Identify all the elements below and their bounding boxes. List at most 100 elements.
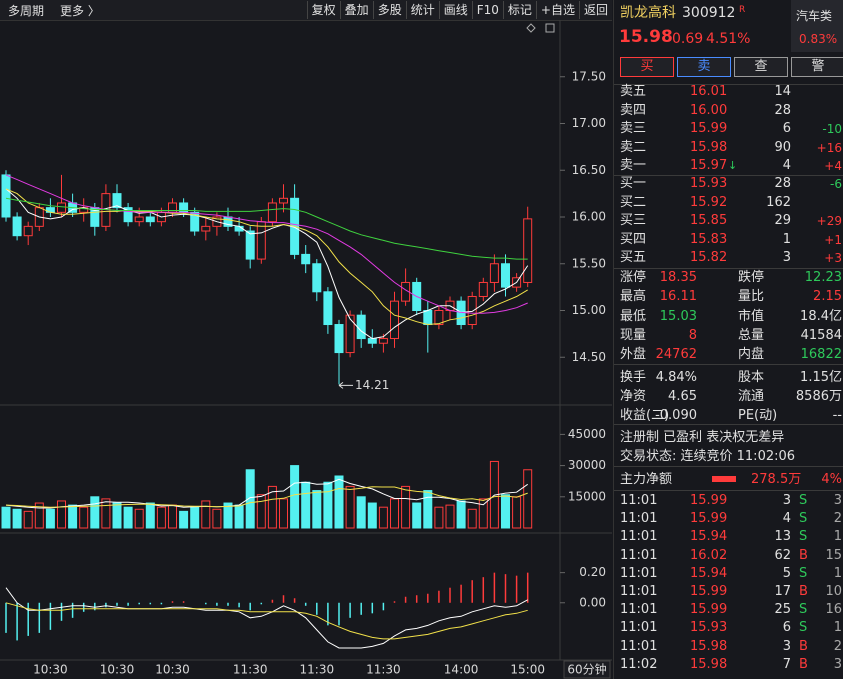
toolbar-button[interactable]: 返回 bbox=[578, 1, 612, 19]
sector-name[interactable]: 汽车类 bbox=[796, 9, 833, 23]
book-price: 15.92 bbox=[690, 194, 728, 210]
x-tick-label: 10:30 bbox=[33, 663, 68, 677]
book-label: 买二 bbox=[620, 194, 647, 210]
volume-bar bbox=[434, 506, 444, 529]
trade-count: 1 bbox=[833, 620, 842, 636]
action-button[interactable]: 警 bbox=[791, 57, 843, 77]
toolbar-button[interactable]: 标记 bbox=[502, 1, 536, 19]
sector-box[interactable] bbox=[791, 0, 843, 52]
book-label: 卖五 bbox=[620, 84, 647, 99]
x-tick-label: 10:30 bbox=[100, 663, 135, 677]
volume-bar bbox=[456, 500, 466, 529]
candle-body bbox=[434, 310, 444, 326]
x-tick-label: 11:30 bbox=[300, 663, 335, 677]
candle-body bbox=[112, 193, 122, 209]
icon[interactable] bbox=[545, 23, 555, 33]
stat-value: 41584 bbox=[800, 327, 842, 343]
book-volume: 3 bbox=[782, 250, 791, 265]
toolbar-item[interactable]: 更多 〉 bbox=[60, 3, 100, 18]
trade-side: S bbox=[799, 529, 808, 545]
indicator-line bbox=[5, 174, 528, 314]
x-tick-label: 14:00 bbox=[444, 663, 479, 677]
stat-label: 最低 bbox=[620, 308, 647, 324]
trade-volume: 5 bbox=[782, 565, 791, 581]
volume-bar bbox=[356, 496, 366, 529]
book-price: 15.83 bbox=[690, 231, 728, 247]
trade-price: 15.98 bbox=[690, 638, 728, 654]
book-volume: 28 bbox=[774, 102, 791, 118]
candle-body bbox=[256, 221, 266, 260]
x-tick-label: 15:00 bbox=[510, 663, 545, 677]
stat-label: 最高 bbox=[620, 289, 647, 305]
stat-value: 15.03 bbox=[659, 308, 697, 324]
action-button[interactable]: 查 bbox=[734, 57, 788, 77]
volume-bar bbox=[190, 506, 200, 529]
action-button[interactable]: 卖 bbox=[677, 57, 731, 77]
y-tick-label: 16.00 bbox=[572, 210, 606, 224]
book-label: 卖四 bbox=[620, 102, 647, 118]
volume-bar bbox=[57, 500, 66, 529]
stat-value: 2.15 bbox=[813, 289, 842, 305]
toolbar-button[interactable]: 复权 bbox=[306, 1, 340, 19]
volume-bar bbox=[12, 508, 22, 529]
indicator-line bbox=[5, 486, 528, 508]
stat-value: 12.23 bbox=[804, 270, 842, 285]
chart: 60分钟 17.50 17.00 16.50 16.00 15.50 15.00 14.50… bbox=[0, 20, 612, 679]
toolbar-button[interactable]: F10 bbox=[471, 1, 503, 19]
x-tick-label: 10:30 bbox=[155, 663, 190, 677]
period-box[interactable] bbox=[563, 660, 611, 679]
toolbar-item[interactable]: 多周期 bbox=[8, 3, 45, 18]
candle-body bbox=[201, 225, 211, 232]
candle-body bbox=[378, 338, 388, 344]
stat-label: 跌停 bbox=[738, 270, 765, 285]
toolbar-button[interactable]: 多股 bbox=[372, 1, 406, 19]
toolbar-button[interactable]: 叠加 bbox=[339, 1, 373, 19]
candle-body bbox=[23, 225, 33, 237]
stat-label: 总量 bbox=[738, 327, 765, 343]
indicator-line bbox=[5, 197, 528, 260]
volume-bar bbox=[34, 502, 44, 529]
candle-body bbox=[345, 314, 355, 354]
toolbar-button[interactable]: +自选 bbox=[535, 1, 579, 19]
book-price: 15.85 bbox=[690, 213, 728, 228]
book-price: 15.82 bbox=[690, 250, 728, 265]
trade-volume: 17 bbox=[774, 584, 791, 599]
candle-body bbox=[478, 281, 488, 297]
stat-label: 量比 bbox=[738, 289, 765, 305]
sector-pct: 0.83% bbox=[799, 32, 838, 46]
icon[interactable] bbox=[526, 23, 536, 33]
toolbar-button[interactable]: 统计 bbox=[405, 1, 439, 19]
book-price: 16.01 bbox=[690, 84, 728, 99]
trade-price: 15.99 bbox=[690, 584, 728, 599]
trade-volume: 4 bbox=[782, 511, 791, 527]
stat-value: 16.11 bbox=[659, 289, 697, 305]
volume-bar bbox=[301, 481, 311, 529]
trade-side: B bbox=[799, 584, 808, 599]
candle-body bbox=[356, 314, 366, 340]
trade-count: 3 bbox=[833, 493, 842, 508]
trade-price: 15.99 bbox=[690, 602, 728, 618]
trade-time: 11:01 bbox=[620, 620, 658, 636]
volume-bar bbox=[267, 485, 277, 529]
candle-body bbox=[1, 174, 11, 218]
volume-bar bbox=[1, 506, 11, 529]
trade-time: 11:02 bbox=[620, 656, 658, 672]
volume-bar bbox=[123, 506, 133, 529]
price-change-pct: 4.51% bbox=[706, 31, 751, 47]
volume-bar bbox=[478, 498, 488, 529]
trade-price: 16.02 bbox=[690, 547, 728, 563]
volume-bar bbox=[523, 469, 533, 529]
volume-bar bbox=[45, 508, 55, 529]
trade-time: 11:01 bbox=[620, 638, 658, 654]
action-button[interactable]: 买 bbox=[620, 57, 674, 77]
toolbar-button[interactable]: 画线 bbox=[438, 1, 472, 19]
trade-price: 15.98 bbox=[690, 656, 728, 672]
volume-bar bbox=[290, 465, 300, 529]
candle-body bbox=[423, 310, 433, 326]
volume-bar bbox=[445, 504, 455, 529]
period-label[interactable]: 60分钟 bbox=[567, 662, 606, 677]
trade-side: B bbox=[799, 547, 808, 563]
stat-label: 流通 bbox=[738, 388, 765, 404]
book-arrow: ↓ bbox=[728, 159, 738, 172]
y-tick-label: 15.00 bbox=[572, 303, 606, 317]
